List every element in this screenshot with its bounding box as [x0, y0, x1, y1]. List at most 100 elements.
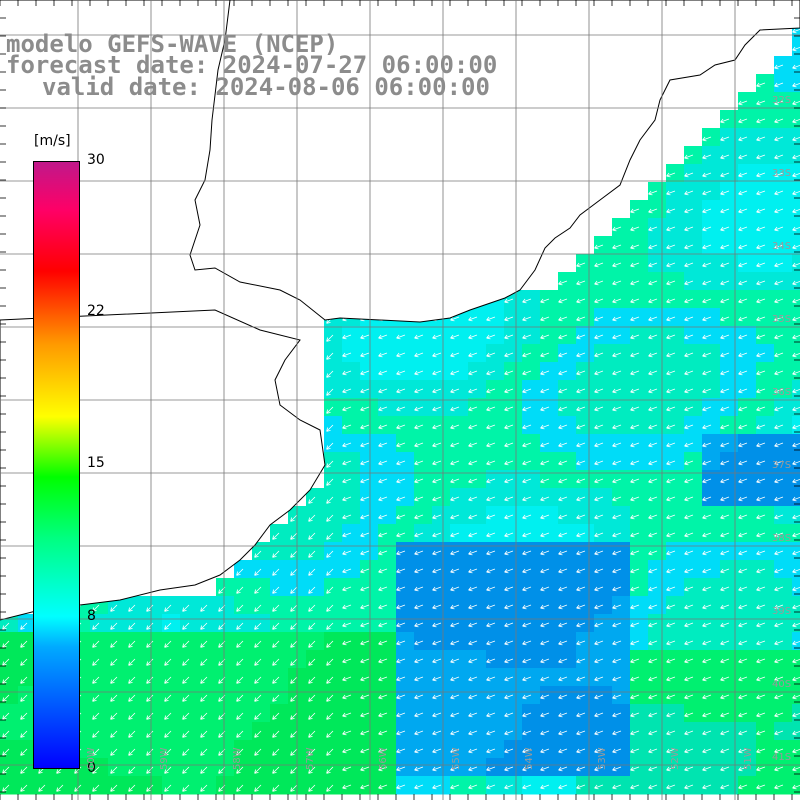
wind-arrow — [774, 406, 784, 412]
field-cell — [612, 740, 631, 759]
wind-arrow — [92, 676, 100, 684]
wind-arrow — [450, 766, 460, 772]
wind-arrow — [290, 676, 298, 684]
wind-arrow — [774, 316, 784, 322]
field-cell — [468, 596, 487, 615]
wind-arrow — [738, 262, 748, 268]
wind-arrow — [630, 532, 640, 538]
wind-arrow — [684, 514, 694, 520]
wind-arrow — [702, 298, 712, 304]
field-cell — [396, 704, 415, 723]
wind-arrow — [666, 514, 676, 520]
wind-arrow — [2, 676, 10, 684]
field-cell — [486, 650, 505, 669]
wind-arrow — [432, 784, 442, 790]
field-cell — [360, 362, 379, 381]
wind-arrow — [684, 568, 694, 574]
field-cell — [414, 650, 433, 669]
field-cell — [432, 524, 451, 543]
wind-arrow — [702, 658, 712, 664]
field-cell — [360, 758, 379, 777]
field-cell — [486, 506, 505, 525]
field-cell — [612, 704, 631, 723]
wind-arrow — [128, 604, 136, 612]
wind-arrow — [648, 370, 658, 376]
field-cell — [756, 416, 775, 435]
field-cell — [612, 452, 631, 471]
field-cell — [702, 182, 721, 201]
field-cell — [792, 722, 800, 741]
field-cell — [684, 578, 703, 597]
field-cell — [774, 380, 793, 399]
field-cell — [360, 596, 379, 615]
wind-arrow — [128, 784, 136, 792]
field-cell — [612, 254, 631, 273]
field-cell — [756, 722, 775, 741]
wind-arrow — [540, 370, 550, 376]
wind-arrow — [468, 514, 478, 520]
wind-arrow — [342, 676, 352, 682]
wind-arrow — [522, 316, 532, 322]
field-cell — [612, 470, 631, 489]
wind-arrow — [612, 478, 622, 484]
field-cell — [774, 416, 793, 435]
wind-arrow — [110, 694, 118, 702]
wind-arrow — [522, 658, 532, 664]
wind-arrow — [630, 442, 640, 448]
wind-arrow — [702, 208, 712, 214]
field-cell — [504, 398, 523, 417]
field-cell — [630, 236, 649, 255]
field-cell — [774, 704, 793, 723]
wind-arrow — [594, 316, 604, 322]
field-cell — [792, 650, 800, 669]
lat-label: 34S — [772, 241, 792, 252]
field-cell — [774, 92, 793, 111]
colorbar-tick-22: 22 — [87, 303, 105, 319]
field-cell — [396, 650, 415, 669]
wind-arrow — [612, 766, 622, 772]
wind-arrow — [774, 712, 784, 718]
wind-arrow — [414, 766, 424, 772]
wind-arrow — [612, 370, 622, 376]
field-cell — [702, 488, 721, 507]
wind-arrow — [648, 784, 658, 790]
lat-label: 37S — [772, 460, 792, 471]
wind-arrow — [110, 712, 118, 720]
wind-arrow — [308, 766, 316, 774]
field-cell — [756, 506, 775, 525]
wind-arrow — [666, 172, 676, 178]
field-cell — [378, 560, 397, 579]
field-cell — [378, 398, 397, 417]
field-cell — [738, 470, 757, 489]
field-cell — [792, 128, 800, 147]
field-cell — [432, 668, 451, 687]
wind-arrow — [612, 712, 622, 718]
wind-arrow — [290, 514, 298, 522]
field-cell — [612, 398, 631, 417]
wind-arrow — [774, 244, 784, 250]
wind-arrow — [342, 442, 352, 448]
wind-arrow — [756, 676, 766, 682]
field-cell — [738, 344, 757, 363]
field-cell — [576, 398, 595, 417]
field-cell — [468, 434, 487, 453]
wind-arrow — [450, 568, 460, 574]
field-cell — [630, 344, 649, 363]
field-cell — [666, 488, 685, 507]
field-cell — [468, 740, 487, 759]
wind-arrow — [128, 694, 136, 702]
field-cell — [558, 668, 577, 687]
field-cell — [414, 434, 433, 453]
wind-arrow — [360, 424, 370, 430]
field-cell — [576, 542, 595, 561]
field-cell — [504, 668, 523, 687]
wind-arrow — [576, 280, 586, 286]
wind-arrow — [684, 478, 694, 484]
wind-arrow — [200, 766, 208, 774]
wind-arrow — [396, 352, 406, 358]
wind-arrow — [468, 658, 478, 664]
field-cell — [684, 164, 703, 183]
wind-arrow — [666, 622, 676, 628]
field-cell — [720, 560, 739, 579]
field-cell — [612, 758, 631, 777]
